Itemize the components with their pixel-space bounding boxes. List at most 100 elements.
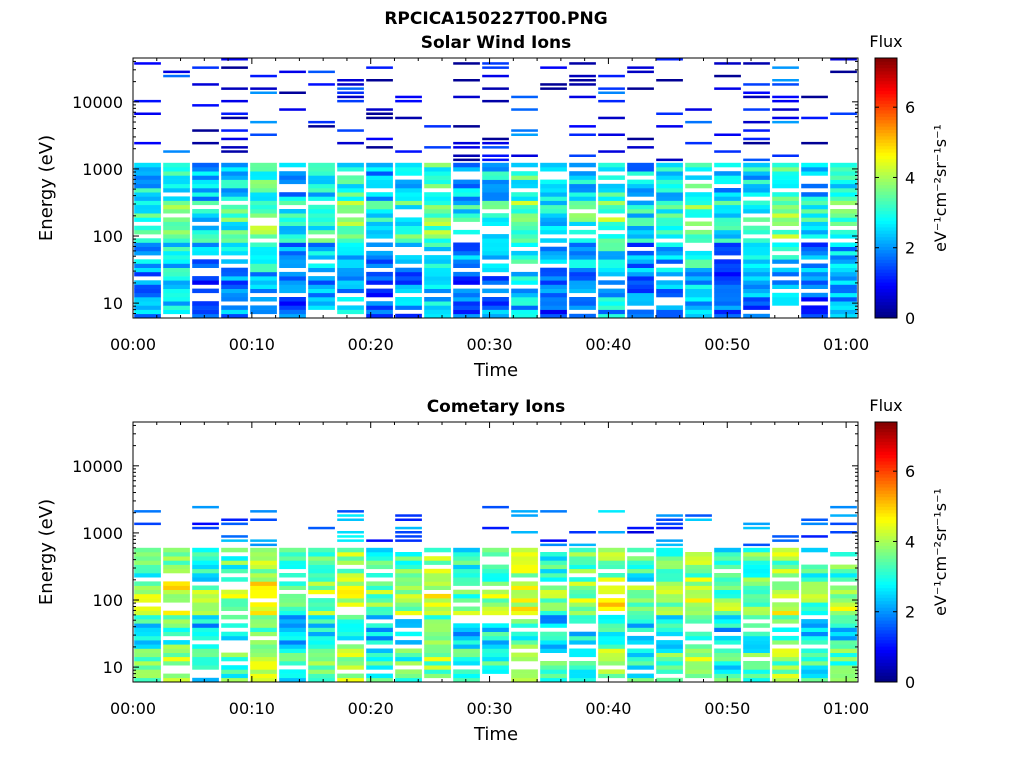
heatmap-cell [163, 284, 190, 289]
heatmap-cell [250, 183, 277, 189]
heatmap-cell [424, 146, 451, 149]
heatmap-cell [743, 167, 770, 172]
heatmap-cell [250, 656, 277, 662]
heatmap-cell [685, 162, 712, 168]
heatmap-cell [308, 648, 335, 653]
heatmap-cell [453, 301, 480, 306]
heatmap-cell [743, 644, 770, 649]
heatmap-cell [308, 125, 335, 128]
heatmap-cell [337, 627, 364, 632]
heatmap-cell [482, 62, 509, 65]
heatmap-cell [772, 564, 799, 570]
heatmap-cell [511, 598, 538, 603]
heatmap-cell [163, 238, 190, 243]
heatmap-cell [598, 552, 625, 557]
heatmap-cell [772, 196, 799, 201]
heatmap-cell [540, 292, 567, 298]
heatmap-cell [540, 648, 567, 653]
heatmap-cell [830, 656, 857, 662]
heatmap-cell [627, 200, 654, 206]
heatmap-cell [743, 568, 770, 574]
heatmap-cell [308, 526, 335, 530]
heatmap-cell [685, 297, 712, 302]
heatmap-cell [801, 577, 828, 582]
heatmap-cell [395, 313, 422, 319]
heatmap-cell [308, 661, 335, 666]
heatmap-cell [685, 631, 712, 637]
heatmap-cell [743, 623, 770, 628]
heatmap-cell [308, 238, 335, 243]
colorbar-segment [875, 636, 897, 641]
heatmap-cell [714, 619, 741, 624]
heatmap-cell [453, 192, 480, 197]
heatmap-cell [279, 108, 306, 111]
heatmap-cell [511, 297, 538, 302]
heatmap-cell [221, 225, 248, 231]
heatmap-cell [453, 141, 480, 145]
heatmap-cell [743, 552, 770, 557]
heatmap-cell [598, 238, 625, 243]
heatmap-cell [656, 280, 683, 285]
heatmap-cell [279, 213, 306, 218]
heatmap-cell [772, 271, 799, 277]
heatmap-cell [598, 598, 625, 603]
heatmap-cell [627, 677, 654, 683]
colorbar-segment [875, 597, 897, 602]
heatmap-cell [540, 213, 567, 218]
heatmap-cell [163, 234, 190, 239]
heatmap-cell [830, 627, 857, 632]
colorbar-segment [875, 526, 897, 530]
heatmap-cell [337, 297, 364, 302]
heatmap-cell [540, 200, 567, 206]
heatmap-cell [540, 552, 567, 557]
heatmap-cell [569, 652, 596, 658]
colorbar-segment [875, 249, 897, 254]
heatmap-cell [453, 661, 480, 666]
heatmap-cell [656, 606, 683, 611]
heatmap-cell [598, 313, 625, 319]
heatmap-cell [221, 204, 248, 210]
heatmap-cell [395, 535, 422, 538]
heatmap-cell [395, 196, 422, 201]
heatmap-cell [482, 505, 509, 509]
heatmap-cell [279, 656, 306, 662]
heatmap-cell [424, 560, 451, 565]
heatmap-cell [685, 635, 712, 641]
colorbar-segment [875, 80, 897, 85]
colorbar-segment [875, 591, 897, 595]
heatmap-cell [163, 619, 190, 624]
heatmap-cell [221, 635, 248, 641]
heatmap-cell [627, 250, 654, 256]
heatmap-cell [511, 108, 538, 111]
heatmap-cell [453, 635, 480, 641]
colorbar-segment [875, 643, 897, 647]
heatmap-cell [772, 221, 799, 226]
heatmap-cell [395, 238, 422, 243]
heatmap-cell [830, 631, 857, 637]
heatmap-cell [714, 200, 741, 206]
heatmap-cell [482, 183, 509, 189]
heatmap-cell [134, 225, 161, 231]
heatmap-cell [308, 167, 335, 172]
heatmap-cell [830, 522, 857, 526]
heatmap-cell [337, 263, 364, 268]
heatmap-cell [743, 183, 770, 189]
heatmap-cell [395, 242, 422, 247]
heatmap-cell [685, 644, 712, 649]
heatmap-cell [395, 589, 422, 595]
heatmap-cell [772, 535, 799, 538]
y-tick-label: 100 [92, 227, 123, 246]
colorbar-segment [875, 191, 897, 195]
heatmap-cell [134, 585, 161, 590]
heatmap-cell [540, 188, 567, 193]
heatmap-cell [627, 656, 654, 662]
heatmap-cell [772, 552, 799, 557]
heatmap-cell [337, 661, 364, 666]
heatmap-cell [134, 598, 161, 603]
heatmap-cell [308, 213, 335, 218]
heatmap-cell [250, 246, 277, 252]
heatmap-cell [743, 137, 770, 141]
heatmap-cell [163, 204, 190, 210]
heatmap-cell [685, 606, 712, 611]
heatmap-cell [540, 305, 567, 310]
